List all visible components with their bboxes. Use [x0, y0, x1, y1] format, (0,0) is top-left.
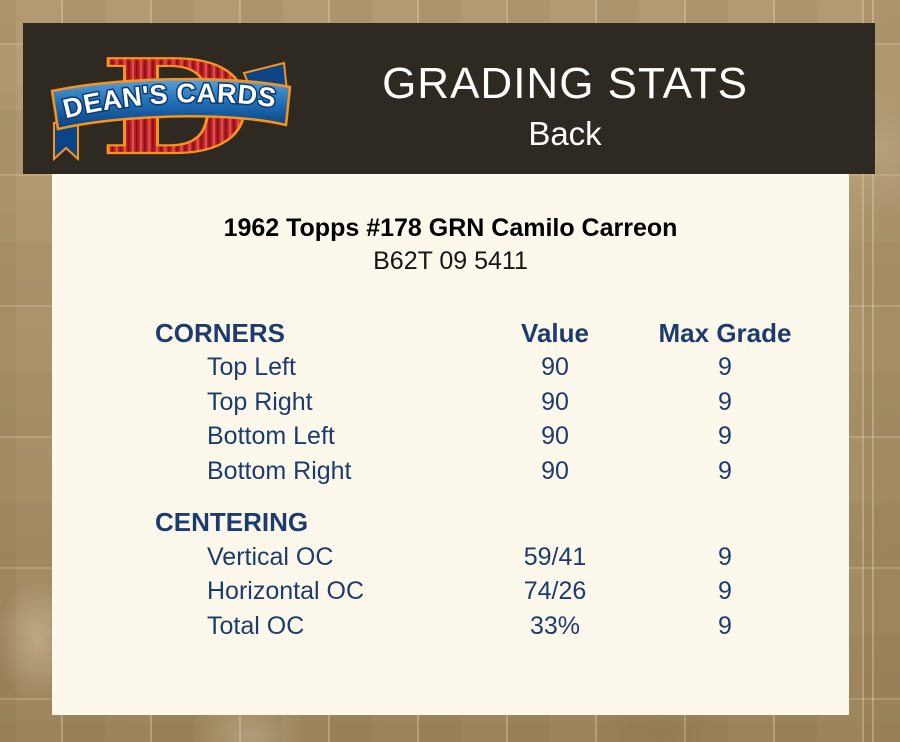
- section-name-centering: CENTERING: [155, 507, 309, 538]
- row-value: 90: [541, 422, 569, 451]
- column-header-max-grade: Max Grade: [658, 317, 792, 348]
- row-max-grade: 9: [718, 387, 732, 416]
- row-value: 59/41: [523, 542, 587, 571]
- table-row: Total OC 33% 9: [155, 609, 849, 644]
- table-row: Bottom Left 90 9: [155, 420, 849, 455]
- page-subtitle: Back: [528, 115, 602, 152]
- row-max-grade: 9: [718, 353, 732, 382]
- section-name-corners: CORNERS: [155, 317, 286, 348]
- deans-cards-logo: D DEAN'S CARDS: [50, 35, 292, 163]
- page-header: D DEAN'S CARDS GRADING STATS Back: [23, 23, 875, 174]
- row-max-grade: 9: [718, 542, 732, 571]
- row-value: 90: [541, 353, 569, 382]
- row-label: Bottom Left: [207, 422, 335, 451]
- table-row: Horizontal OC 74/26 9: [155, 575, 849, 610]
- row-label: Bottom Right: [207, 456, 352, 485]
- grading-stats-table: CORNERS Value Max Grade Top Left 90 9 To…: [155, 316, 849, 644]
- row-label: Horizontal OC: [207, 577, 364, 606]
- logo-ribbon-icon: DEAN'S CARDS: [50, 61, 292, 162]
- row-max-grade: 9: [718, 577, 732, 606]
- row-value: 90: [541, 387, 569, 416]
- page-title: GRADING STATS: [382, 59, 748, 108]
- card-title: 1962 Topps #178 GRN Camilo Carreon: [223, 214, 678, 242]
- centering-header-row: CENTERING: [155, 506, 849, 541]
- row-label: Top Left: [207, 353, 296, 382]
- row-value: 33%: [529, 611, 581, 640]
- row-label: Total OC: [207, 611, 305, 640]
- table-row: Top Right 90 9: [155, 385, 849, 420]
- row-max-grade: 9: [718, 611, 732, 640]
- corners-header-row: CORNERS Value Max Grade: [155, 316, 849, 351]
- row-label: Vertical OC: [207, 542, 334, 571]
- row-max-grade: 9: [718, 422, 732, 451]
- masthead: GRADING STATS Back: [239, 23, 891, 174]
- row-label: Top Right: [207, 387, 313, 416]
- table-row: Top Left 90 9: [155, 351, 849, 386]
- table-row: Vertical OC 59/41 9: [155, 540, 849, 575]
- row-max-grade: 9: [718, 456, 732, 485]
- card-serial-number: B62T 09 5411: [373, 247, 528, 275]
- table-row: Bottom Right 90 9: [155, 454, 849, 489]
- grading-stats-panel: 1962 Topps #178 GRN Camilo Carreon B62T …: [52, 174, 849, 715]
- row-value: 74/26: [523, 577, 587, 606]
- row-value: 90: [541, 456, 569, 485]
- column-header-value: Value: [521, 317, 589, 348]
